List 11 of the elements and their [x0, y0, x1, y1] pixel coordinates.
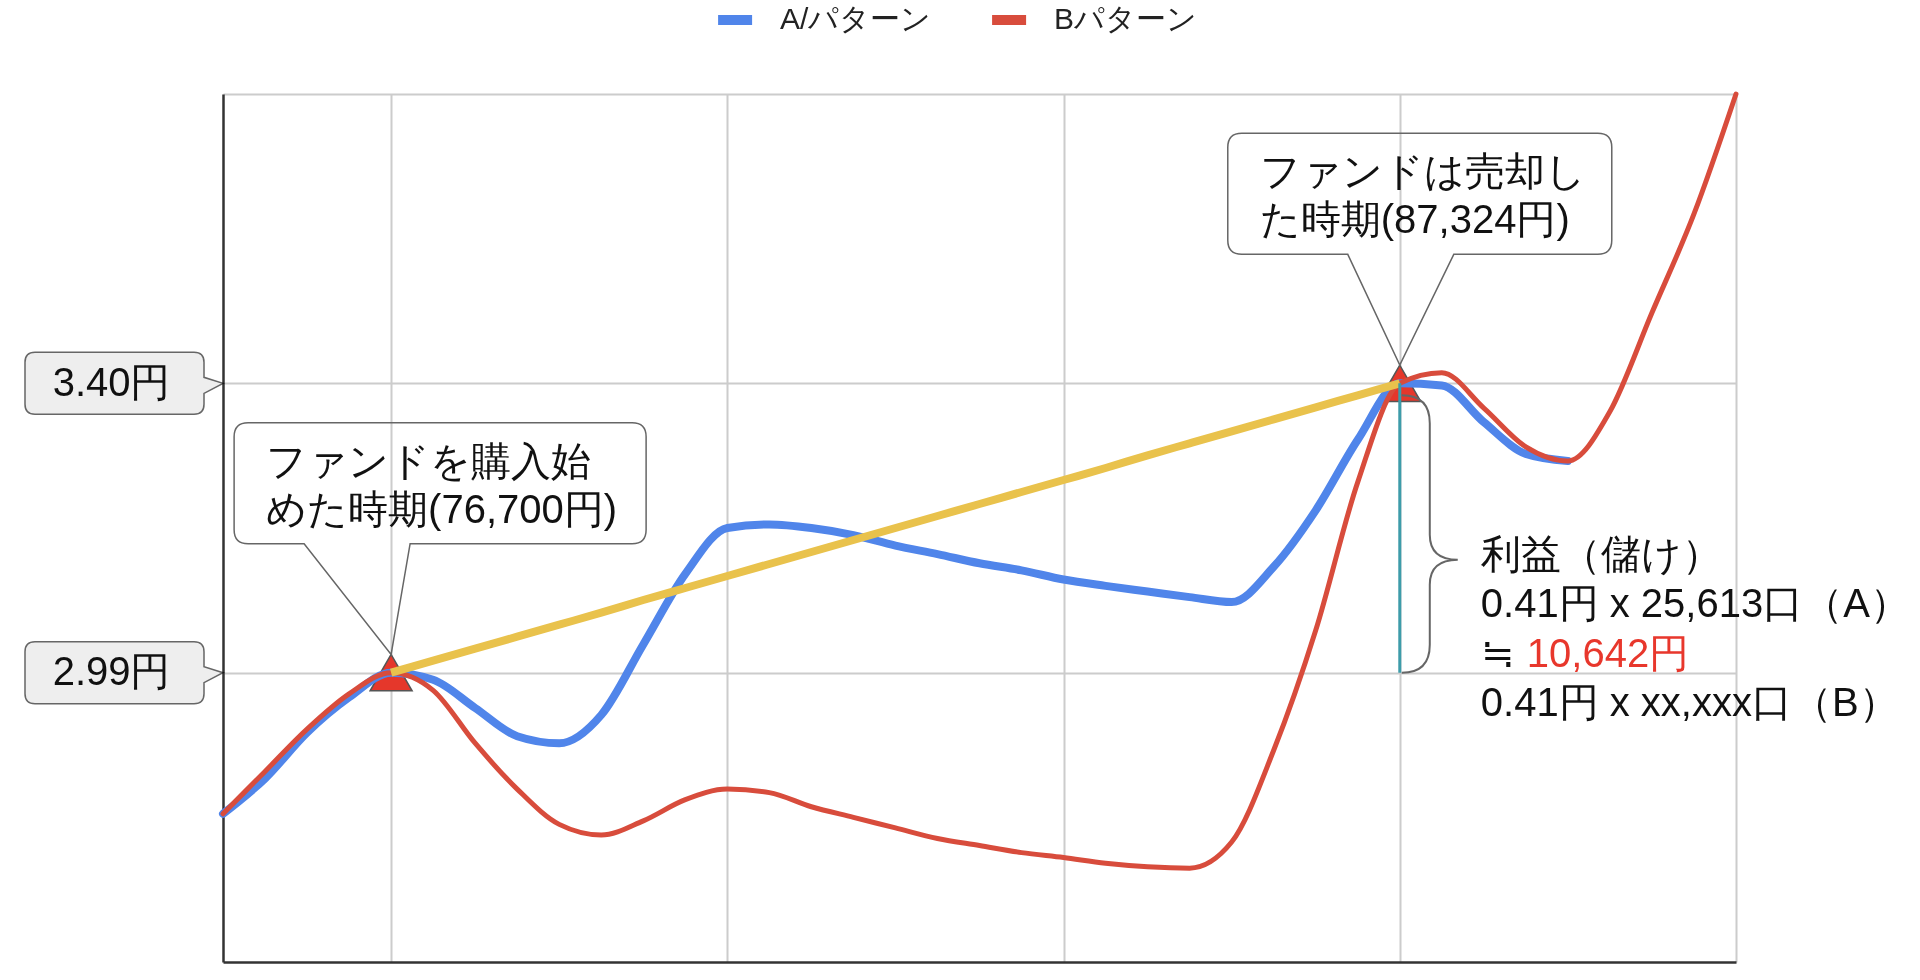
y-tick-label: 3.40円	[52, 359, 171, 404]
annotation: 10,642円	[1526, 630, 1690, 675]
legend-label: A/パターン	[780, 2, 932, 35]
annotation: ファンドは売却した時期(87,324円)	[1259, 149, 1586, 242]
annotation: 0.41円 x 25,613口（A）	[1480, 581, 1910, 626]
annotation: ≒	[1480, 630, 1515, 675]
legend-label: Bパターン	[1054, 2, 1198, 35]
annotation: ファンドを購入始めた時期(76,700円)	[266, 438, 618, 531]
annotation: 0.41円 x xx,xxx口（B）	[1480, 680, 1899, 725]
y-tick-label: 2.99円	[52, 649, 171, 694]
annotation: 利益（儲け）	[1480, 531, 1722, 576]
